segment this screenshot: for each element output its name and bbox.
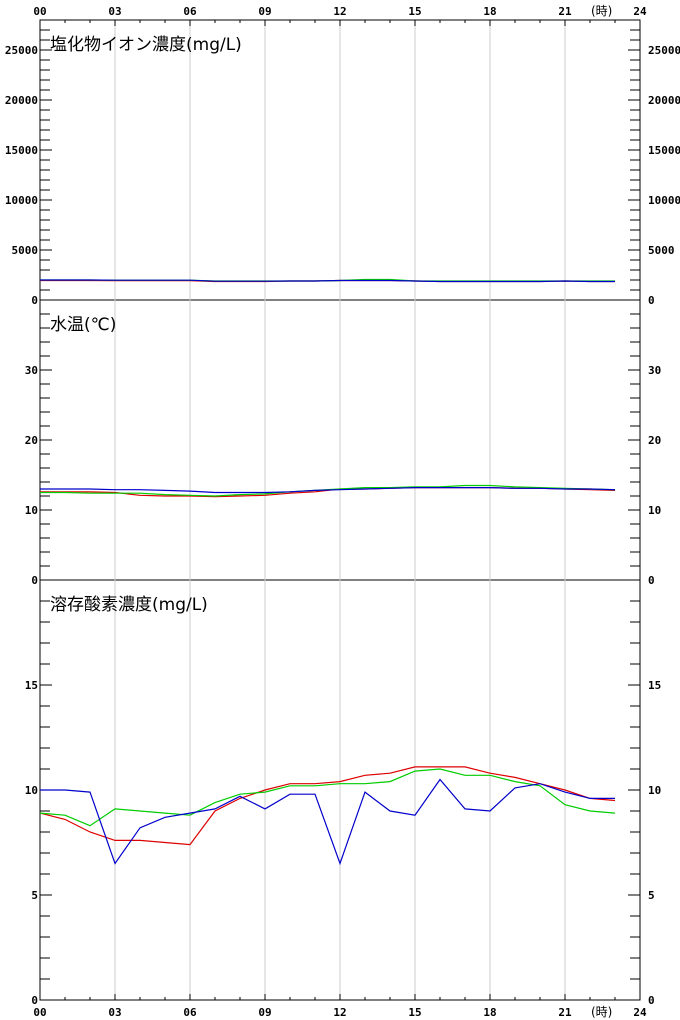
y-tick-label-right: 10 [648,784,661,797]
y-tick-label-left: 5 [31,889,38,902]
y-tick-label-right: 0 [648,574,655,587]
y-tick-label-left: 15000 [5,144,38,157]
y-tick-label-left: 5000 [12,244,39,257]
time-gridlines [114,20,566,1000]
y-tick-label-right: 5000 [648,244,675,257]
x-tick-label-bottom: 24 [633,1006,647,1019]
x-tick-label-bottom: 21 [558,1006,572,1019]
panel-3-title: 溶存酸素濃度(mg/L) [50,595,208,615]
x-tick-label-top: 15 [408,5,421,18]
y-tick-label-left: 15 [25,679,38,692]
y-tick-label-right: 25000 [648,44,680,57]
panel-2-series-3-line [40,487,616,494]
panel-1-title: 塩化物イオン濃度(mg/L) [50,35,242,55]
x-tick-label-top: 09 [258,5,271,18]
x-tick-label-top: 21 [558,5,572,18]
y-tick-label-left: 20 [25,434,38,447]
y-tick-label-left: 0 [31,994,38,1007]
x-tick-label-top: 00 [33,5,46,18]
y-tick-label-left: 0 [31,294,38,307]
panel-2-series-1-line [40,487,616,498]
x-tick-label-bottom: 15 [408,1006,421,1019]
x-tick-label-top: 03 [108,5,121,18]
x-tick-label-bottom: 12 [333,1006,346,1019]
panel-3-series-3-line [40,778,615,866]
panel-3-series-2-line [39,768,616,827]
x-tick-label-bottom: 18 [483,1006,496,1019]
y-tick-label-right: 10000 [648,194,680,207]
axis-ticks [39,20,641,1000]
x-tick-label-top: 24 [633,5,647,18]
y-tick-label-left: 20000 [5,94,38,107]
panel-3-series-1-line [39,766,616,846]
y-tick-label-right: 20 [648,434,661,447]
y-tick-label-left: 10 [25,784,38,797]
x-tick-label-bottom: 06 [183,1006,197,1019]
panel-1-series-3-line [40,279,615,283]
y-tick-label-right: 30 [648,364,661,377]
y-tick-label-left: 10000 [5,194,38,207]
x-tick-label-bottom: 00 [33,1006,46,1019]
y-tick-label-right: 5 [648,889,655,902]
x-tick-label-bottom: 03 [108,1006,121,1019]
y-tick-label-left: 10 [25,504,38,517]
y-tick-label-right: 0 [648,994,655,1007]
series-lines [39,278,616,866]
x-tick-label-top: 12 [333,5,346,18]
x-tick-label-top: 06 [183,5,197,18]
x-unit-label-top: (時) [591,4,612,18]
x-tick-label-bottom: 09 [258,1006,271,1019]
y-tick-label-left: 25000 [5,44,38,57]
y-tick-label-left: 0 [31,574,38,587]
y-tick-label-right: 15 [648,679,661,692]
y-tick-label-right: 10 [648,504,661,517]
x-tick-label-top: 18 [483,5,496,18]
x-unit-label-bottom: (時) [591,1005,612,1019]
y-tick-label-left: 30 [25,364,38,377]
y-tick-label-right: 0 [648,294,655,307]
y-tick-label-right: 15000 [648,144,680,157]
y-tick-label-right: 20000 [648,94,680,107]
panel-2-title: 水温(℃) [50,315,116,335]
